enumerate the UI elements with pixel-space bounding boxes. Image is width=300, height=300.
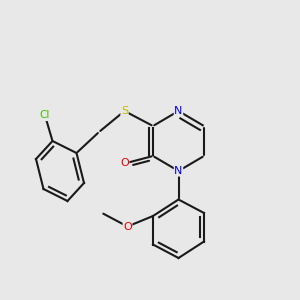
Text: O: O (120, 158, 129, 169)
Text: S: S (121, 106, 128, 116)
Text: N: N (174, 166, 183, 176)
Text: N: N (174, 106, 183, 116)
Text: O: O (123, 221, 132, 232)
Text: Cl: Cl (40, 110, 50, 121)
